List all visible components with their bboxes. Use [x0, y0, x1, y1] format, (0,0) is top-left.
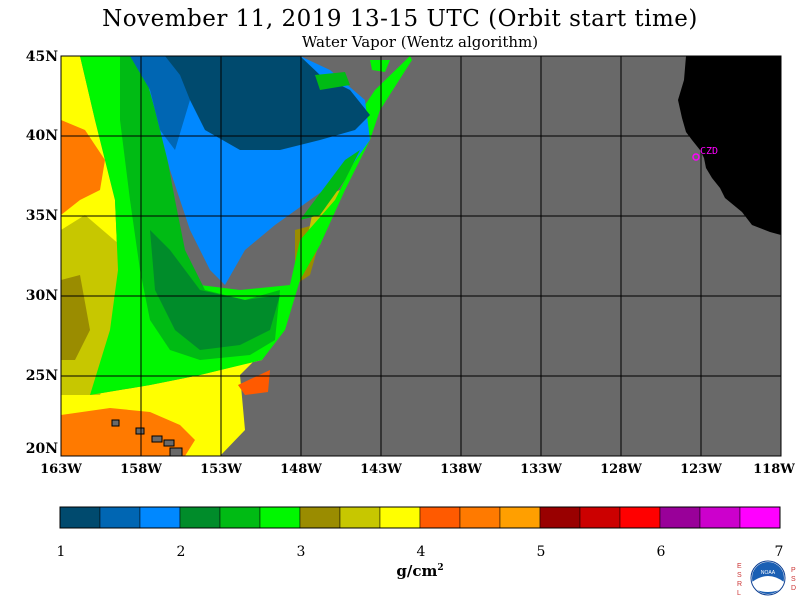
vapor-band-2p1-north [370, 60, 390, 72]
colorbar-label-1: 1 [56, 544, 66, 560]
colorbar-label-5: 5 [536, 544, 546, 560]
vapor-band-2p0-north [315, 72, 350, 90]
colorbar-segment [619, 506, 661, 529]
colorbar-segment [379, 506, 421, 529]
colorbar-label-6: 6 [656, 544, 666, 560]
colorbar-segment [539, 506, 581, 529]
vapor-band-high [61, 120, 105, 215]
island-maui [151, 435, 163, 443]
lon-label-123w: 123W [680, 462, 722, 477]
colorbar-segment [179, 506, 221, 529]
colorbar-label-4: 4 [416, 544, 426, 560]
colorbar-segment [659, 506, 701, 529]
colorbar-segment [459, 506, 501, 529]
colorbar-segment [419, 506, 461, 529]
colorbar-segment [259, 506, 301, 529]
colorbar-label-7: 7 [774, 544, 784, 560]
lon-label-143w: 143W [360, 462, 402, 477]
colorbar-segment [499, 506, 541, 529]
lat-label-35n: 35N [25, 208, 58, 224]
colorbar-label-3: 3 [296, 544, 306, 560]
island-oahu [135, 427, 145, 435]
lon-label-163w: 163W [40, 462, 82, 477]
colorbar-units: g/cm2 [396, 562, 444, 580]
island-big-island [169, 447, 183, 457]
lon-label-138w: 138W [440, 462, 482, 477]
logo-letters-right: PSD [791, 567, 797, 592]
colorbar-segment [299, 506, 341, 529]
island-molokai [163, 439, 175, 447]
map-frame [60, 55, 782, 457]
island-kauai [111, 419, 120, 427]
lon-label-148w: 148W [280, 462, 322, 477]
lon-label-153w: 153W [200, 462, 242, 477]
colorbar-segment [59, 506, 101, 529]
lon-label-158w: 158W [120, 462, 162, 477]
colorbar-segment [739, 506, 781, 529]
colorbar-frame [59, 506, 781, 529]
lat-label-40n: 40N [25, 128, 58, 144]
lat-label-45n: 45N [25, 49, 58, 65]
colorbar-segment [339, 506, 381, 529]
lat-label-30n: 30N [25, 288, 58, 304]
colorbar-segment [579, 506, 621, 529]
land-california [678, 56, 781, 235]
map-subtitle: Water Vapor (Wentz algorithm) [301, 33, 539, 51]
station-label: CZD [700, 146, 719, 157]
noaa-emblem-icon: NOAA [750, 560, 786, 596]
lat-label-20n: 20N [25, 441, 58, 457]
logo-letters-left: ESRL [737, 563, 743, 597]
hawaiian-islands [111, 419, 183, 457]
colorbar-segment [699, 506, 741, 529]
lon-label-133w: 133W [520, 462, 562, 477]
lon-label-128w: 128W [600, 462, 642, 477]
noaa-logo: NOAA ESRL PSD [735, 556, 799, 600]
noaa-logo-text: NOAA [761, 570, 776, 576]
graticule [61, 56, 781, 456]
lon-label-118w: 118W [753, 462, 795, 477]
station-marker-czd [692, 153, 700, 161]
colorbar-segment [99, 506, 141, 529]
vapor-band-1p9 [150, 230, 280, 350]
vapor-band-high-south [61, 408, 195, 456]
colorbar-segment [139, 506, 181, 529]
lat-label-25n: 25N [25, 368, 58, 384]
colorbar [59, 506, 781, 529]
map-title: November 11, 2019 13-15 UTC (Orbit start… [102, 6, 698, 32]
colorbar-label-2: 2 [176, 544, 186, 560]
colorbar-segment [219, 506, 261, 529]
vapor-band-1p8-east [300, 150, 360, 220]
